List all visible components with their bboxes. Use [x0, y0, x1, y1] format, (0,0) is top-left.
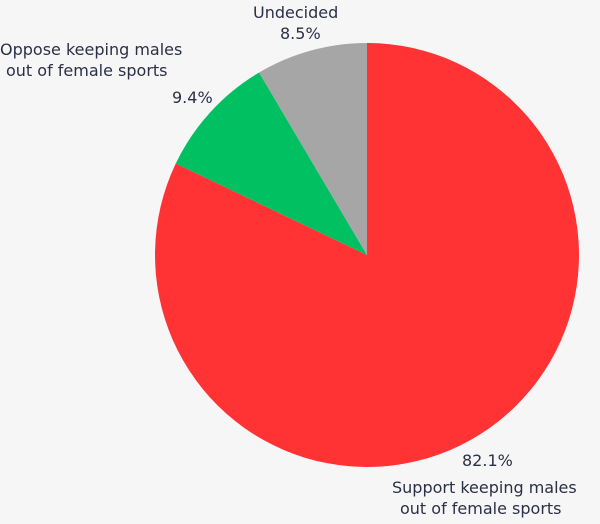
undecided-value-label: 8.5%	[280, 24, 321, 43]
oppose-label-line-2: out of female sports	[6, 61, 168, 80]
support-label-line-1: Support keeping males	[392, 478, 577, 497]
undecided-label: Undecided	[253, 3, 339, 22]
support-value-label: 82.1%	[462, 451, 513, 470]
oppose-label-line-1: Oppose keeping males	[0, 40, 183, 59]
pie-slice-support	[155, 43, 580, 467]
support-label-line-2: out of female sports	[400, 499, 562, 518]
pie-slice-undecided	[259, 43, 367, 255]
oppose-value-label: 9.4%	[172, 88, 213, 107]
pie-slice-oppose	[175, 72, 367, 256]
